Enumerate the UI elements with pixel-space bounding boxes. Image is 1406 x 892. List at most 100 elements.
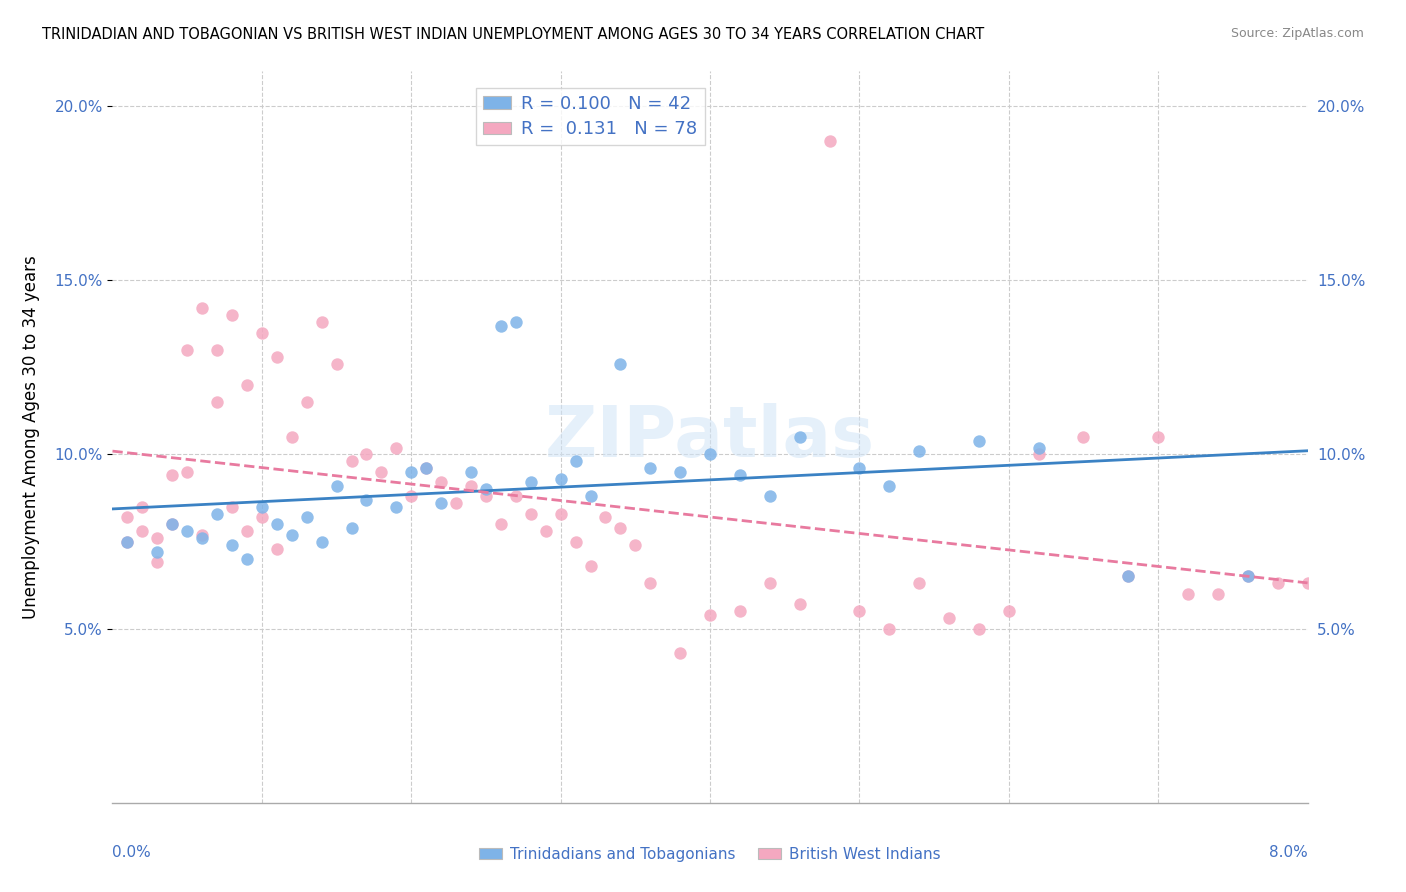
Point — [505, 489, 527, 503]
Point — [534, 524, 557, 538]
Point — [1237, 569, 1260, 583]
Point — [699, 607, 721, 622]
Point — [877, 479, 901, 493]
Point — [789, 597, 811, 611]
Point — [191, 527, 214, 541]
Point — [131, 500, 153, 514]
Point — [489, 318, 512, 333]
Point — [669, 646, 692, 660]
Point — [131, 524, 153, 538]
Point — [475, 483, 498, 497]
Point — [250, 500, 273, 514]
Point — [967, 434, 990, 448]
Point — [385, 500, 408, 514]
Point — [848, 604, 870, 618]
Point — [1028, 441, 1050, 455]
Point — [356, 448, 378, 462]
Legend: Trinidadians and Tobagonians, British West Indians: Trinidadians and Tobagonians, British We… — [474, 841, 946, 868]
Point — [505, 315, 527, 329]
Point — [281, 430, 304, 444]
Point — [609, 521, 631, 535]
Point — [191, 531, 214, 545]
Point — [146, 556, 169, 570]
Point — [1118, 569, 1140, 583]
Point — [475, 489, 498, 503]
Point — [221, 308, 243, 322]
Point — [444, 496, 467, 510]
Text: TRINIDADIAN AND TOBAGONIAN VS BRITISH WEST INDIAN UNEMPLOYMENT AMONG AGES 30 TO : TRINIDADIAN AND TOBAGONIAN VS BRITISH WE… — [42, 27, 984, 42]
Point — [311, 534, 333, 549]
Point — [325, 479, 347, 493]
Point — [266, 350, 288, 364]
Point — [564, 454, 586, 468]
Point — [1386, 583, 1406, 598]
Point — [818, 134, 841, 148]
Point — [250, 510, 273, 524]
Point — [146, 531, 169, 545]
Point — [967, 622, 990, 636]
Point — [266, 517, 288, 532]
Point — [266, 541, 288, 556]
Point — [520, 507, 543, 521]
Point — [759, 489, 782, 503]
Point — [460, 465, 482, 479]
Point — [117, 534, 139, 549]
Point — [1326, 580, 1348, 594]
Point — [221, 538, 243, 552]
Point — [1147, 430, 1170, 444]
Point — [162, 517, 183, 532]
Point — [728, 604, 751, 618]
Point — [848, 461, 870, 475]
Point — [877, 622, 901, 636]
Point — [759, 576, 782, 591]
Point — [205, 395, 228, 409]
Point — [176, 465, 198, 479]
Point — [146, 545, 169, 559]
Point — [370, 465, 392, 479]
Point — [550, 507, 572, 521]
Point — [595, 510, 617, 524]
Point — [236, 552, 259, 566]
Point — [908, 576, 931, 591]
Point — [430, 496, 453, 510]
Point — [998, 604, 1021, 618]
Point — [295, 510, 318, 524]
Point — [460, 479, 482, 493]
Point — [1177, 587, 1199, 601]
Text: ZIPatlas: ZIPatlas — [546, 402, 875, 472]
Point — [325, 357, 347, 371]
Point — [191, 301, 214, 316]
Point — [640, 576, 662, 591]
Point — [908, 444, 931, 458]
Point — [579, 489, 602, 503]
Point — [340, 521, 363, 535]
Text: Source: ZipAtlas.com: Source: ZipAtlas.com — [1230, 27, 1364, 40]
Point — [728, 468, 751, 483]
Point — [520, 475, 543, 490]
Text: 0.0%: 0.0% — [112, 845, 152, 860]
Point — [117, 534, 139, 549]
Point — [176, 343, 198, 357]
Point — [250, 326, 273, 340]
Point — [699, 448, 721, 462]
Point — [624, 538, 647, 552]
Point — [221, 500, 243, 514]
Point — [1237, 569, 1260, 583]
Y-axis label: Unemployment Among Ages 30 to 34 years: Unemployment Among Ages 30 to 34 years — [22, 255, 41, 619]
Point — [311, 315, 333, 329]
Point — [640, 461, 662, 475]
Point — [205, 343, 228, 357]
Point — [1357, 580, 1379, 594]
Point — [295, 395, 318, 409]
Point — [1206, 587, 1229, 601]
Point — [176, 524, 198, 538]
Point — [1296, 576, 1319, 591]
Point — [205, 507, 228, 521]
Text: 8.0%: 8.0% — [1268, 845, 1308, 860]
Point — [236, 524, 259, 538]
Point — [579, 558, 602, 573]
Point — [789, 430, 811, 444]
Point — [550, 472, 572, 486]
Point — [669, 465, 692, 479]
Point — [356, 492, 378, 507]
